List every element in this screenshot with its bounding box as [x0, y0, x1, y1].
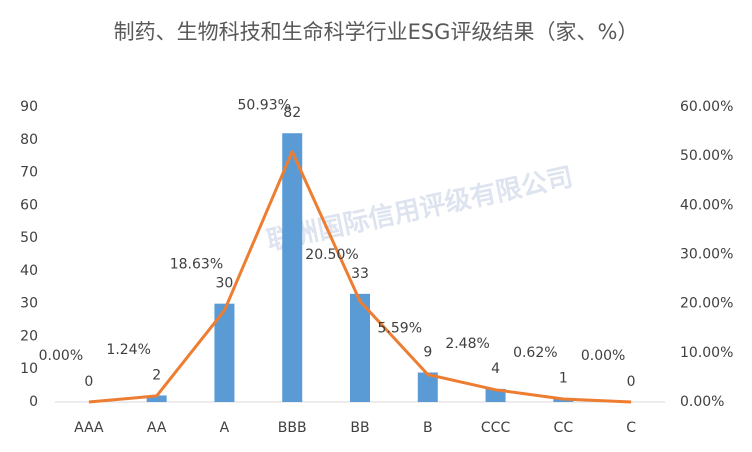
x-tick-label: BB: [350, 420, 369, 436]
bar-label: 4: [491, 361, 500, 377]
bar-label: 0: [84, 374, 93, 390]
bar-label: 33: [351, 266, 369, 282]
line-label: 1.24%: [106, 342, 150, 358]
y-tick-label: 60: [20, 197, 38, 213]
y-tick-label: 10: [20, 361, 38, 377]
bar-label: 82: [283, 105, 301, 121]
watermark: 联洲国际信用评级有限公司: [264, 161, 576, 256]
y-tick-label: 70: [20, 165, 38, 181]
bar: [417, 372, 438, 402]
y2-tick-label: 0.00%: [680, 394, 724, 410]
line-label: 18.63%: [170, 256, 223, 272]
bar: [350, 293, 370, 402]
y-tick-label: 20: [20, 328, 38, 344]
line-label: 2.48%: [445, 336, 489, 352]
line-label: 0.00%: [581, 348, 625, 364]
x-tick-label: CCC: [481, 420, 511, 436]
y-tick-label: 30: [20, 296, 38, 312]
chart-title: 制药、生物科技和生命科学行业ESG评级结果（家、%）: [113, 20, 639, 44]
bar: [146, 395, 167, 402]
x-tick-label: CC: [554, 420, 574, 436]
y2-tick-label: 30.00%: [680, 247, 733, 263]
y-tick-label: 90: [20, 99, 38, 115]
bar-label: 2: [152, 367, 161, 383]
x-tick-label: AA: [147, 420, 167, 436]
line-label: 50.93%: [238, 98, 291, 114]
y-tick-label: 80: [20, 132, 38, 148]
line-label: 0.62%: [513, 345, 557, 361]
x-tick-label: A: [220, 420, 230, 436]
x-tick-label: C: [626, 420, 636, 436]
bar-label: 30: [216, 276, 234, 292]
y-tick-label: 0: [29, 394, 38, 410]
bar: [282, 133, 303, 402]
line-label: 5.59%: [378, 321, 422, 337]
line-label: 0.00%: [39, 348, 83, 364]
line: [88, 150, 632, 404]
y2-tick-label: 50.00%: [680, 148, 733, 164]
y-tick-label: 40: [20, 263, 38, 279]
x-tick-label: B: [423, 420, 433, 436]
bar-label: 1: [559, 371, 568, 387]
bar: [485, 388, 506, 402]
y2-tick-label: 10.00%: [680, 345, 733, 361]
x-tick-label: AAA: [74, 420, 104, 436]
y2-tick-label: 60.00%: [680, 99, 733, 115]
bar-label: 0: [627, 374, 636, 390]
y-tick-label: 50: [20, 230, 38, 246]
y2-tick-label: 40.00%: [680, 197, 733, 213]
x-tick-label: BBB: [278, 420, 307, 436]
line-label: 20.50%: [305, 247, 358, 263]
y2-tick-label: 20.00%: [680, 296, 733, 312]
bar-label: 9: [423, 345, 432, 361]
bar: [214, 303, 235, 402]
